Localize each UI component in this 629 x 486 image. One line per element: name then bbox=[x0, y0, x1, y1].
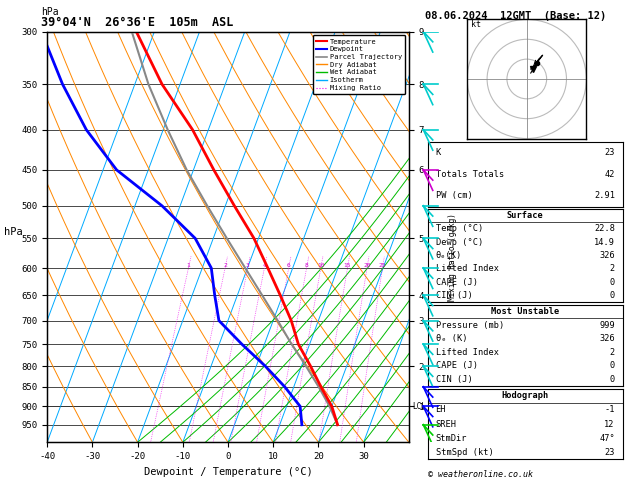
Text: Most Unstable: Most Unstable bbox=[491, 307, 559, 316]
Text: 2: 2 bbox=[610, 264, 615, 274]
Text: StmDir: StmDir bbox=[435, 434, 467, 443]
Text: 14.9: 14.9 bbox=[594, 238, 615, 247]
Text: 3: 3 bbox=[246, 263, 250, 268]
Text: Lifted Index: Lifted Index bbox=[435, 348, 499, 357]
Text: CAPE (J): CAPE (J) bbox=[435, 278, 477, 287]
Text: 39°04'N  26°36'E  105m  ASL: 39°04'N 26°36'E 105m ASL bbox=[41, 16, 233, 29]
Text: 2.91: 2.91 bbox=[594, 191, 615, 200]
Text: hPa: hPa bbox=[41, 7, 58, 17]
Text: 0: 0 bbox=[610, 362, 615, 370]
Text: Pressure (mb): Pressure (mb) bbox=[435, 321, 504, 330]
Text: Lifted Index: Lifted Index bbox=[435, 264, 499, 274]
Text: 25: 25 bbox=[379, 263, 386, 268]
Text: Totals Totals: Totals Totals bbox=[435, 170, 504, 179]
Text: Hodograph: Hodograph bbox=[501, 391, 549, 400]
Text: 0: 0 bbox=[610, 278, 615, 287]
Text: 42: 42 bbox=[604, 170, 615, 179]
Text: 08.06.2024  12GMT  (Base: 12): 08.06.2024 12GMT (Base: 12) bbox=[425, 11, 606, 21]
Text: -1: -1 bbox=[604, 405, 615, 415]
Text: 326: 326 bbox=[599, 334, 615, 343]
X-axis label: Dewpoint / Temperature (°C): Dewpoint / Temperature (°C) bbox=[143, 467, 313, 477]
Text: kt: kt bbox=[471, 20, 481, 29]
Text: 4: 4 bbox=[262, 263, 266, 268]
Text: CAPE (J): CAPE (J) bbox=[435, 362, 477, 370]
Text: 2: 2 bbox=[610, 348, 615, 357]
Legend: Temperature, Dewpoint, Parcel Trajectory, Dry Adiabat, Wet Adiabat, Isotherm, Mi: Temperature, Dewpoint, Parcel Trajectory… bbox=[313, 35, 405, 94]
Text: Temp (°C): Temp (°C) bbox=[435, 225, 483, 233]
Y-axis label: km
ASL: km ASL bbox=[433, 227, 448, 246]
Text: 10: 10 bbox=[317, 263, 325, 268]
Text: 12: 12 bbox=[604, 419, 615, 429]
Text: θₑ(K): θₑ(K) bbox=[435, 251, 462, 260]
Y-axis label: hPa: hPa bbox=[4, 227, 23, 237]
Text: 6: 6 bbox=[287, 263, 291, 268]
Text: θₑ (K): θₑ (K) bbox=[435, 334, 467, 343]
Text: 47°: 47° bbox=[599, 434, 615, 443]
Text: CIN (J): CIN (J) bbox=[435, 375, 472, 384]
Text: 23: 23 bbox=[604, 148, 615, 157]
Text: 0: 0 bbox=[610, 375, 615, 384]
Text: Surface: Surface bbox=[507, 211, 543, 220]
Text: 15: 15 bbox=[343, 263, 351, 268]
Text: PW (cm): PW (cm) bbox=[435, 191, 472, 200]
Text: SREH: SREH bbox=[435, 419, 457, 429]
Text: 1: 1 bbox=[187, 263, 191, 268]
Text: 326: 326 bbox=[599, 251, 615, 260]
Text: 23: 23 bbox=[604, 448, 615, 457]
Text: CIN (J): CIN (J) bbox=[435, 291, 472, 300]
Text: 20: 20 bbox=[364, 263, 370, 268]
Text: LCL: LCL bbox=[413, 402, 426, 411]
Text: 2: 2 bbox=[223, 263, 227, 268]
Text: EH: EH bbox=[435, 405, 446, 415]
Text: StmSpd (kt): StmSpd (kt) bbox=[435, 448, 493, 457]
Text: 8: 8 bbox=[304, 263, 308, 268]
Text: Dewp (°C): Dewp (°C) bbox=[435, 238, 483, 247]
Text: © weatheronline.co.uk: © weatheronline.co.uk bbox=[428, 469, 533, 479]
Text: 0: 0 bbox=[610, 291, 615, 300]
Text: Mixing Ratio (g/kg): Mixing Ratio (g/kg) bbox=[448, 213, 457, 301]
Text: K: K bbox=[435, 148, 441, 157]
Text: 22.8: 22.8 bbox=[594, 225, 615, 233]
Text: 999: 999 bbox=[599, 321, 615, 330]
